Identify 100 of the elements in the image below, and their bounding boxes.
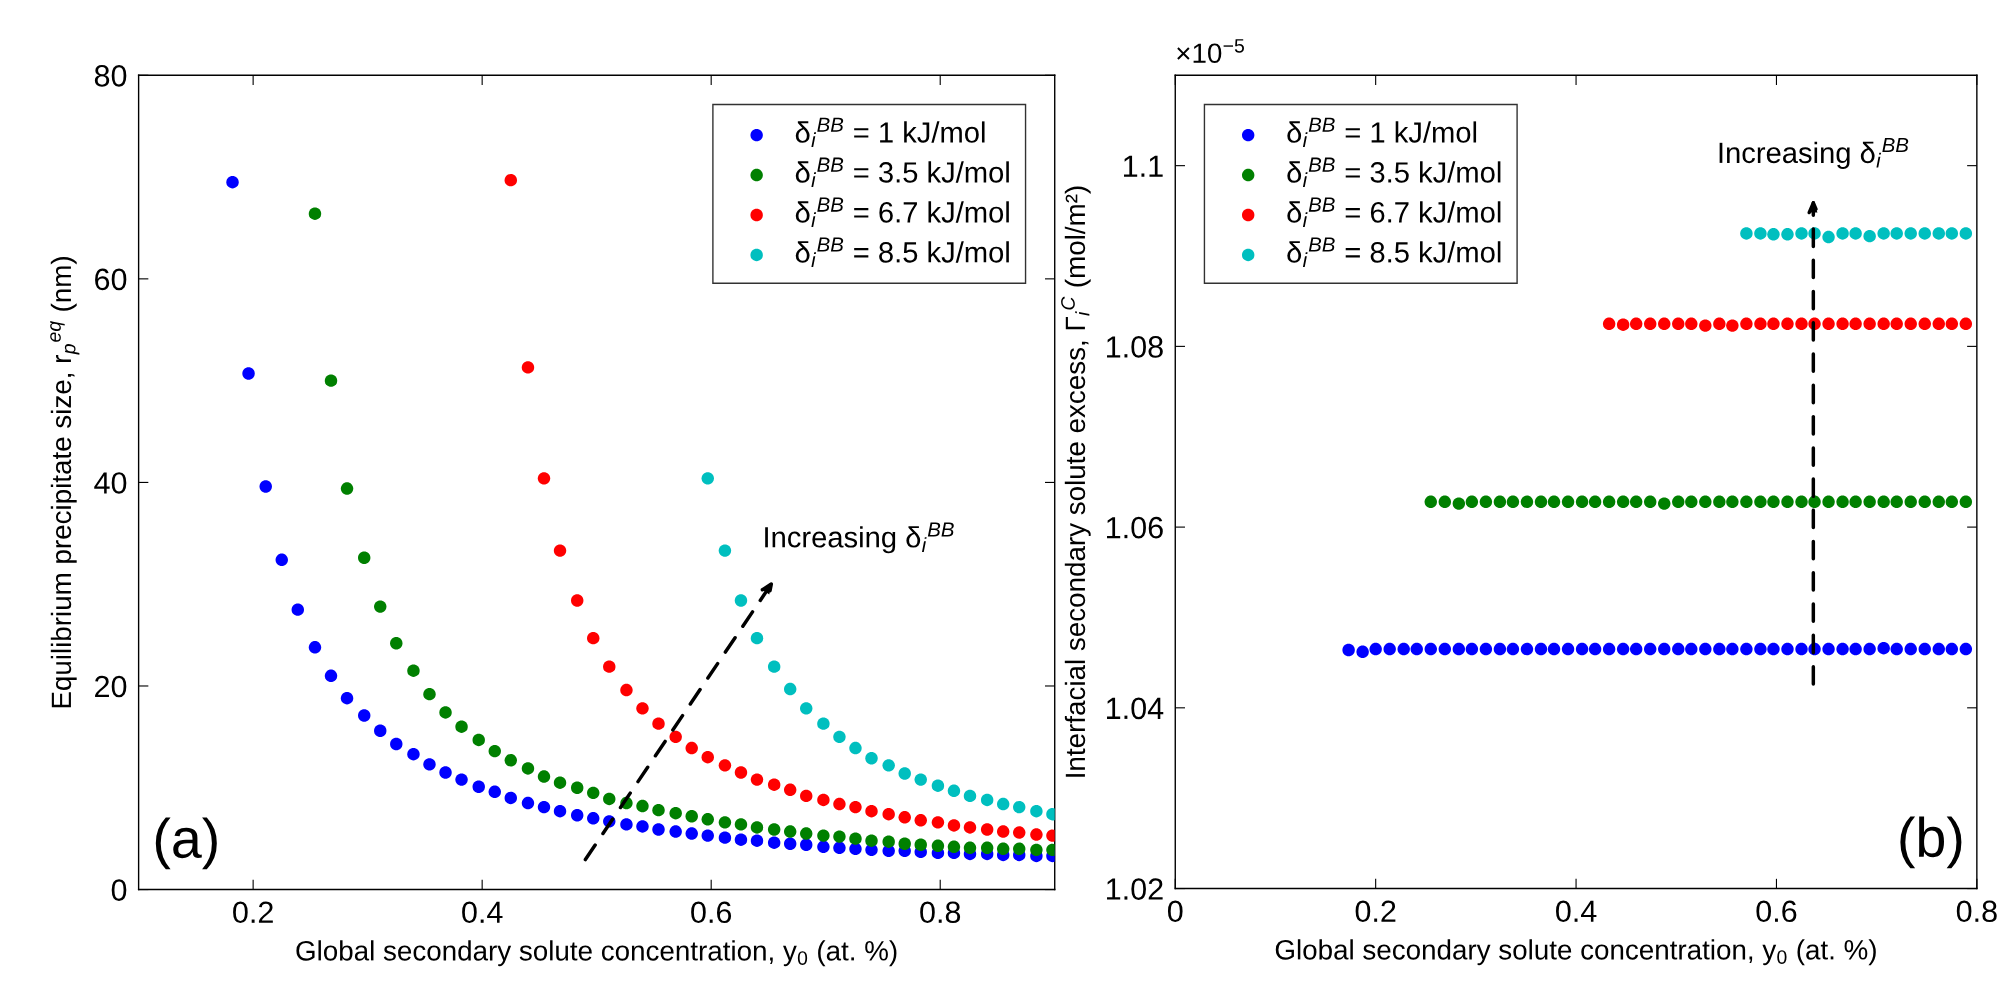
point [1754,642,1767,656]
point [1904,317,1917,330]
point [1534,642,1548,656]
point [1740,227,1753,240]
point [1945,227,1959,240]
point [488,785,501,799]
point [734,833,748,846]
point [1658,642,1671,656]
point [537,800,551,814]
point [603,792,616,806]
point [259,480,272,493]
point [1781,495,1794,509]
point [685,741,698,755]
point [931,816,945,829]
point [1658,317,1671,330]
x-tick-label: 0.8 [1956,900,1997,923]
legend-label: δ$_{i}$$^{BB}$ = 8.5 kJ/mol [795,237,1009,267]
point [1699,642,1712,656]
point [996,842,1010,856]
point [521,361,535,374]
point [1479,642,1493,656]
point [390,737,403,751]
point [1588,642,1602,656]
point [734,766,748,779]
point [1822,317,1835,330]
point [1795,317,1808,330]
point [1795,642,1808,656]
point [537,770,551,783]
point [1547,495,1561,509]
point [1672,317,1685,330]
point [701,813,714,826]
point [1561,495,1575,509]
point [504,791,517,805]
annotation: (a) [155,817,217,870]
point [800,702,813,715]
point [291,603,305,616]
point [226,175,239,189]
point [1493,642,1507,656]
point [1397,642,1410,656]
x-tick-label: 0 [1167,900,1183,923]
x-axis-title: Global secondary solute concentration, y$_{0}$ (at. %) [296,940,897,967]
point [914,814,927,827]
point [996,825,1010,838]
point [553,804,567,818]
point [1685,642,1698,656]
point [1822,230,1835,244]
y-tick-label: 40 [94,472,127,494]
y-tick-label: 0 [111,879,127,901]
point [1945,642,1959,656]
point [1547,642,1561,656]
point [947,840,961,854]
point [1685,495,1698,509]
point [1493,495,1507,509]
point [521,796,535,810]
point [849,741,862,755]
point [718,759,732,772]
point [718,544,732,557]
point [1849,227,1862,240]
point [1629,317,1643,330]
point [1465,495,1479,509]
point [996,797,1010,811]
point [1890,495,1903,509]
point [1808,495,1821,509]
text: ×10$^{−5}$ [1177,39,1244,64]
point [358,709,371,722]
point [783,783,797,797]
point [767,778,781,791]
point [750,821,764,834]
point [1740,642,1753,656]
point [865,752,878,765]
point [1616,495,1630,509]
point [669,825,682,838]
point [1410,642,1423,656]
y-tick-label: 20 [95,675,127,698]
point [882,835,895,848]
point [1918,317,1931,330]
point [882,759,895,772]
point [636,702,649,715]
point [1602,642,1616,656]
point [455,720,468,733]
point [1863,495,1876,509]
point [1781,642,1794,656]
point [1767,317,1780,330]
x-tick-label: 0.6 [1756,900,1797,923]
point [1945,495,1959,509]
point [1959,642,1973,656]
point [849,800,862,814]
point [1863,229,1876,243]
point [669,807,682,820]
point [701,751,714,764]
point [963,789,977,803]
point [1438,495,1452,509]
point [1575,642,1589,656]
point [439,766,452,779]
point [718,831,732,844]
point [652,823,665,836]
point [980,793,994,807]
point [800,838,813,851]
point [1795,227,1808,240]
y-tick-label: 1.04 [1107,697,1164,720]
